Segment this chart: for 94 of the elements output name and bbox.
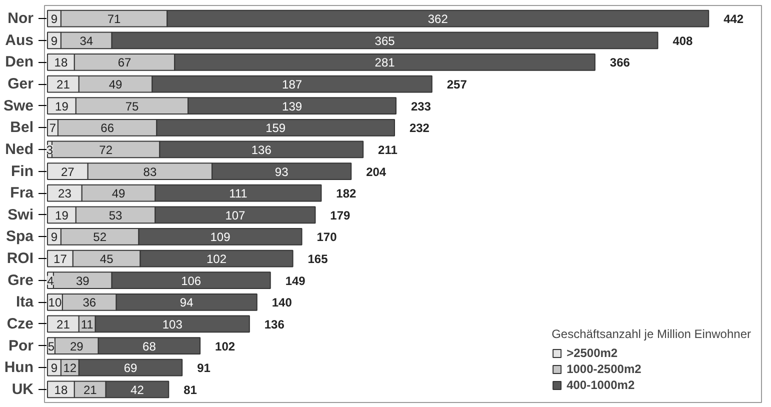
data-label: 9: [50, 12, 58, 26]
y-tick-label: Ita: [16, 294, 34, 311]
data-label: 17: [54, 252, 68, 266]
data-label: 111: [229, 186, 248, 201]
data-label: 66: [100, 121, 114, 136]
data-label: 5: [48, 339, 55, 354]
data-label: 109: [210, 230, 231, 244]
data-label: 53: [108, 208, 123, 222]
y-tick-label: Swe: [3, 97, 34, 114]
data-label: 362: [428, 12, 448, 26]
data-label: 49: [112, 186, 126, 201]
data-label: 21: [56, 78, 70, 92]
legend-label: >2500m2: [566, 346, 618, 360]
y-tick-label: Bel: [10, 119, 34, 136]
data-label: 139: [282, 99, 302, 114]
total-label: 211: [378, 142, 398, 157]
data-label: 67: [118, 56, 132, 70]
total-label: 182: [336, 186, 357, 201]
data-label: 71: [107, 12, 122, 26]
y-tick-label: Hun: [4, 359, 34, 376]
data-label: 75: [125, 99, 139, 114]
data-label: 83: [143, 164, 157, 179]
total-label: 136: [264, 317, 285, 332]
data-label: 94: [180, 296, 194, 310]
data-label: 281: [374, 56, 396, 70]
data-label: 7: [49, 121, 56, 136]
total-label: 179: [330, 208, 351, 222]
legend-label: 1000-2500m2: [566, 362, 642, 376]
data-label: 27: [61, 164, 75, 179]
total-label: 233: [410, 99, 432, 114]
total-label: 170: [316, 230, 338, 244]
legend-label: 400-1000m2: [566, 378, 635, 392]
total-label: 232: [409, 121, 430, 136]
data-label: 9: [50, 361, 58, 376]
data-label: 18: [54, 382, 68, 397]
y-tick-label: Spa: [6, 228, 34, 246]
data-label: 9: [50, 230, 58, 244]
total-label: 102: [215, 339, 236, 354]
y-tick-label: Den: [5, 54, 34, 71]
legend-title: Geschäftsanzahl je Million Einwohner: [552, 327, 751, 341]
total-label: 91: [197, 361, 211, 376]
data-label: 159: [266, 121, 286, 136]
data-label: 19: [55, 208, 69, 222]
data-label: 102: [206, 252, 227, 266]
data-label: 42: [130, 382, 144, 397]
data-label: 11: [80, 317, 94, 332]
data-label: 136: [251, 142, 272, 157]
total-label: 140: [272, 296, 292, 310]
data-label: 187: [282, 78, 302, 92]
y-tick-label: Fin: [11, 162, 34, 180]
y-tick-label: Aus: [5, 32, 34, 49]
data-label: 93: [274, 164, 289, 179]
total-label: 257: [446, 78, 468, 92]
y-tick-label: Cze: [6, 315, 34, 332]
data-label: 34: [80, 34, 94, 48]
y-tick-label: Ger: [8, 76, 34, 93]
total-label: 442: [724, 12, 744, 26]
total-label: 408: [672, 34, 694, 48]
data-label: 29: [70, 339, 84, 354]
data-label: 3: [46, 142, 54, 157]
data-label: 12: [63, 361, 77, 376]
total-label: 165: [308, 252, 328, 266]
data-label: 10: [48, 296, 62, 310]
data-label: 18: [54, 56, 68, 70]
data-label: 72: [99, 142, 113, 157]
data-label: 49: [108, 78, 123, 92]
data-label: 23: [58, 186, 72, 201]
data-label: 21: [56, 317, 70, 332]
y-tick-label: Nor: [8, 10, 34, 28]
data-label: 4: [47, 274, 54, 288]
data-label: 106: [181, 274, 202, 288]
data-label: 365: [374, 34, 396, 48]
data-label: 39: [76, 274, 90, 288]
data-label: 107: [225, 208, 246, 222]
data-label: 103: [162, 317, 183, 332]
y-tick-label: Fra: [10, 184, 34, 202]
data-label: 45: [100, 252, 114, 266]
y-tick-label: Por: [8, 337, 34, 354]
data-label: 52: [93, 230, 107, 244]
data-label: 36: [82, 296, 96, 310]
total-label: 366: [610, 56, 630, 70]
data-label: 9: [50, 34, 58, 48]
total-label: 204: [366, 164, 386, 179]
total-label: 149: [285, 274, 306, 288]
data-label: 19: [55, 99, 69, 114]
y-tick-label: ROI: [6, 250, 34, 268]
data-label: 21: [83, 382, 98, 397]
y-tick-label: UK: [12, 380, 34, 398]
total-label: 81: [184, 382, 198, 397]
y-tick-label: Gre: [8, 272, 34, 289]
data-label: 69: [124, 361, 138, 376]
y-tick-label: Ned: [5, 140, 34, 158]
y-tick-label: Swi: [8, 206, 34, 224]
data-label: 68: [142, 339, 156, 354]
